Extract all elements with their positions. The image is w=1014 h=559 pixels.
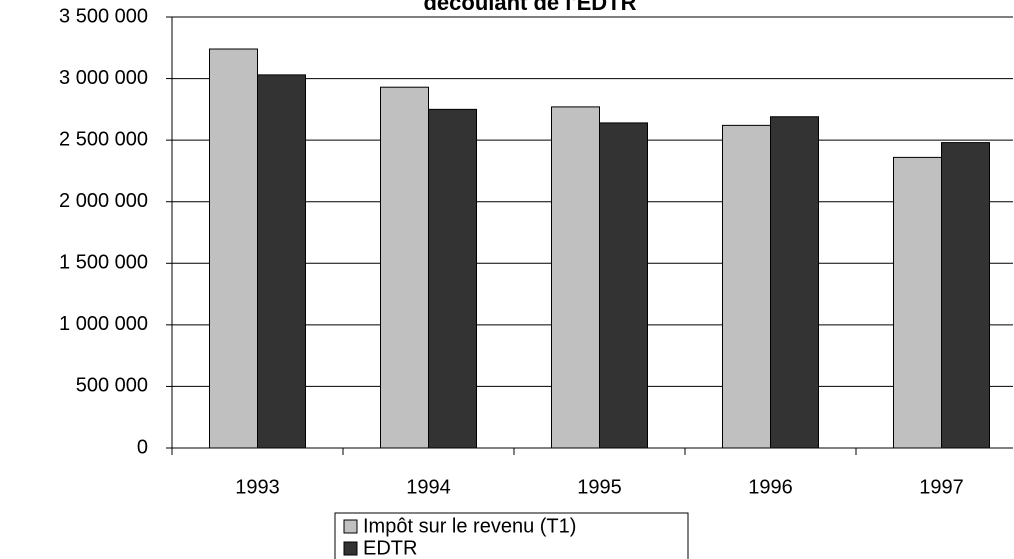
- x-tick-label: 1993: [235, 476, 280, 498]
- legend-label: Impôt sur le revenu (T1): [363, 515, 576, 537]
- bar: [770, 116, 819, 449]
- bar: [380, 86, 429, 449]
- legend-label: EDTR: [363, 537, 417, 559]
- y-tick-label: 3 500 000: [59, 5, 148, 27]
- y-tick-label: 500 000: [76, 375, 148, 397]
- x-tick-label: 1996: [748, 476, 793, 498]
- y-tick-label: 0: [137, 436, 148, 458]
- bar: [941, 142, 990, 449]
- legend-box: [334, 512, 689, 559]
- x-tick-label: 1995: [577, 476, 622, 498]
- bar: [257, 74, 306, 449]
- x-tick-label: 1994: [406, 476, 451, 498]
- bar: [893, 156, 942, 449]
- y-tick-label: 2 500 000: [59, 128, 148, 150]
- legend-swatch: [343, 541, 358, 556]
- x-tick-label: 1997: [919, 476, 964, 498]
- y-tick-label: 1 000 000: [59, 313, 148, 335]
- chart-title: découlant de l'EDTR: [423, 0, 636, 15]
- bar: [209, 48, 258, 449]
- bar: [599, 122, 648, 449]
- y-tick-label: 3 000 000: [59, 67, 148, 89]
- y-tick-label: 1 500 000: [59, 252, 148, 274]
- bar: [551, 106, 600, 449]
- bar: [428, 108, 477, 449]
- legend-swatch: [343, 519, 358, 534]
- bar: [722, 124, 771, 449]
- y-tick-label: 2 000 000: [59, 190, 148, 212]
